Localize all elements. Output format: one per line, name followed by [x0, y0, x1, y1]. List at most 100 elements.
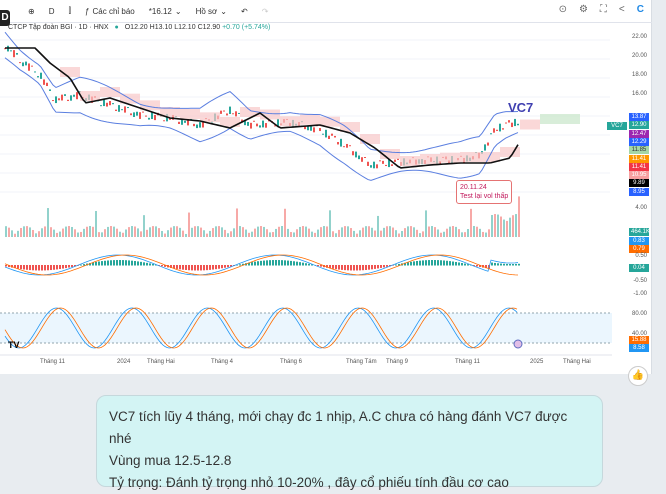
volume-bar: [383, 227, 385, 237]
macd-histogram: [161, 265, 163, 267]
price-tag: 9.89: [629, 179, 649, 188]
candle: [247, 121, 249, 126]
volume-bar: [98, 232, 100, 237]
volume-bar: [149, 227, 151, 237]
macd-histogram: [275, 260, 277, 266]
candle: [115, 109, 117, 111]
ichimoku-cloud: [420, 154, 440, 164]
macd-histogram: [203, 265, 205, 271]
macd-histogram: [95, 261, 97, 266]
candle: [328, 135, 330, 140]
redo-icon[interactable]: ↷: [261, 6, 269, 16]
macd-histogram: [83, 264, 85, 266]
share-icon[interactable]: <: [618, 4, 625, 15]
status-dot-icon: ●: [114, 24, 119, 31]
candle: [43, 79, 45, 85]
message-line: Tỷ trọng: Đánh tỷ trọng nhỏ 10-20% , đây…: [109, 475, 509, 490]
price-axis-label: 18.00: [631, 72, 647, 78]
volume-bar: [449, 226, 451, 237]
macd-histogram: [368, 265, 370, 270]
candle: [19, 62, 21, 64]
candle: [499, 123, 501, 132]
macd-histogram: [209, 265, 211, 270]
macd-histogram: [407, 262, 409, 266]
candle: [304, 125, 306, 130]
macd-histogram: [260, 260, 262, 266]
volume-bar: [50, 227, 52, 237]
volume-bar: [143, 215, 145, 237]
volume-bar: [248, 232, 250, 237]
candle: [259, 125, 261, 128]
macd-histogram: [47, 265, 49, 271]
volume-bar: [191, 227, 193, 237]
macd-histogram: [455, 261, 457, 266]
candle: [13, 50, 15, 58]
gear-icon[interactable]: ⚙: [578, 4, 588, 15]
volume-bar: [206, 233, 208, 237]
candle: [385, 164, 387, 167]
candle: [133, 112, 135, 117]
macd-histogram: [287, 260, 289, 266]
interval-button[interactable]: D: [48, 6, 55, 16]
candle: [367, 161, 369, 166]
volume-bar: [335, 233, 337, 237]
react-button[interactable]: 👍: [628, 366, 648, 386]
volume-bar: [428, 226, 430, 237]
volume-bar: [71, 226, 73, 237]
add-symbol-button[interactable]: ⊕: [28, 6, 35, 16]
volume-bar: [47, 208, 49, 237]
volume-bar: [125, 229, 127, 237]
volume-bar: [320, 227, 322, 237]
candle: [397, 158, 399, 160]
macd-histogram: [491, 262, 493, 266]
price-dropdown[interactable]: *16.12 ⌄: [148, 6, 182, 16]
chart-toolbar: ⊕ D ⫿ ƒ Các chỉ báo *16.12 ⌄ Hồ sơ ⌄ ↶ ↷ ⊙ …: [0, 0, 652, 23]
macd-histogram: [20, 265, 22, 270]
volume-bar: [167, 230, 169, 237]
ichimoku-cloud: [400, 156, 420, 166]
candle-type-button[interactable]: ⫿: [68, 6, 72, 15]
volume-bar: [452, 226, 454, 237]
volume-bar: [290, 232, 292, 237]
chart-plot[interactable]: [0, 0, 652, 374]
candle: [187, 119, 189, 126]
macd-histogram: [308, 263, 310, 266]
symbol-tag: VC7: [607, 122, 627, 130]
candle: [262, 120, 264, 128]
ichimoku-cloud: [240, 107, 260, 117]
candle: [49, 89, 51, 91]
macd-histogram: [80, 264, 82, 266]
macd-histogram: [92, 262, 94, 266]
candle: [364, 157, 366, 159]
volume-bar: [86, 226, 88, 237]
volume-bar: [59, 231, 61, 237]
macd-histogram: [338, 265, 340, 270]
candle: [493, 128, 495, 133]
indicators-button[interactable]: ƒ Các chỉ báo: [85, 7, 135, 16]
profile-dropdown[interactable]: Hồ sơ ⌄: [195, 6, 227, 16]
volume-bar: [338, 229, 340, 237]
ichimoku-cloud: [100, 87, 120, 97]
macd-histogram: [143, 262, 145, 266]
volume-bar: [188, 212, 190, 237]
undo-icon[interactable]: ↶: [241, 6, 248, 16]
snapshot-icon[interactable]: ⊙: [558, 4, 567, 15]
candle: [517, 123, 519, 126]
price-axis-label: 20.00: [631, 53, 647, 59]
macd-histogram: [239, 264, 241, 266]
volume-bar: [512, 215, 514, 237]
volume-bar: [464, 232, 466, 237]
volume-bar: [287, 228, 289, 237]
candle: [178, 121, 180, 125]
fullscreen-icon[interactable]: ⛶: [599, 4, 607, 15]
macd-histogram: [392, 265, 394, 266]
price-axis-label: 16.00: [631, 91, 647, 97]
volume-bar: [479, 228, 481, 237]
candle: [382, 160, 384, 164]
volume-bar: [350, 228, 352, 237]
candle: [40, 72, 42, 79]
message-line: VC7 tích lũy 4 tháng, mới chạy đc 1 nhịp…: [109, 409, 568, 446]
candle: [355, 151, 357, 158]
macd-histogram: [434, 260, 436, 266]
macd-histogram: [44, 265, 46, 271]
